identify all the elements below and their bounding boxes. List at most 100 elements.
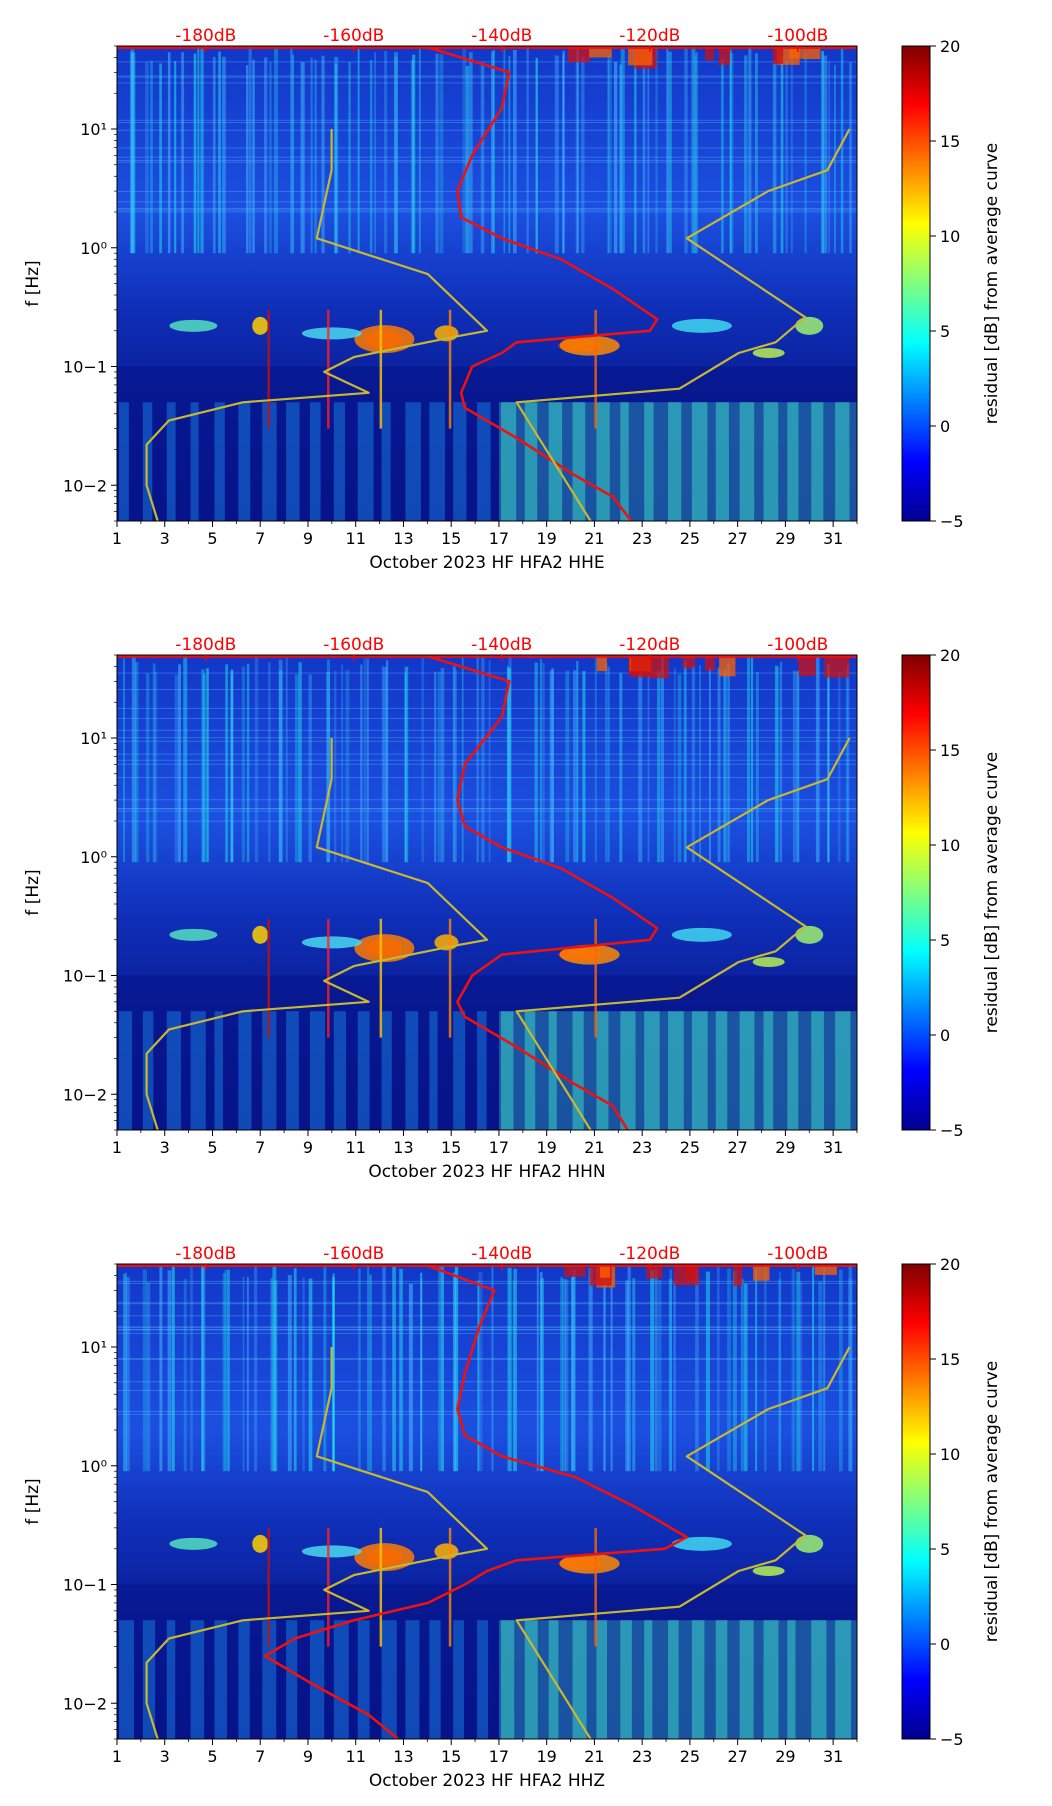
db-axis-label: -140dB	[471, 26, 532, 46]
colorbar-tick-label: 10	[940, 836, 960, 855]
colorbar-tick-label: −5	[940, 1730, 964, 1749]
x-tick-label: 9	[303, 1138, 313, 1157]
x-tick-label: 11	[346, 1747, 366, 1766]
y-axis-label: f [Hz]	[23, 869, 43, 915]
x-tick-label: 29	[775, 1747, 795, 1766]
colorbar-tick-label: 15	[940, 132, 960, 151]
x-tick-label: 17	[489, 1138, 509, 1157]
db-axis-label: -160dB	[323, 635, 384, 655]
colorbar-tick-label: 5	[940, 322, 950, 341]
x-tick-label: 5	[207, 529, 217, 548]
x-tick-label: 27	[727, 529, 747, 548]
colorbar-tick-label: 0	[940, 1635, 950, 1654]
panel-3: 1 3 5 7 9 11 13 15 17 19 21 23 25 27 29 3110−210−110⁰10…	[23, 1244, 1002, 1791]
panel-2: 1 3 5 7 9 11 13 15 17 19 21 23 25 27 29 3110−210−110⁰10…	[23, 635, 1002, 1182]
colorbar-tick-label: 5	[940, 1540, 950, 1559]
x-tick-label: 31	[823, 529, 843, 548]
y-tick-label: 10−1	[63, 358, 107, 377]
y-tick-label: 10¹	[80, 1338, 107, 1357]
y-tick-label: 10−2	[63, 476, 107, 495]
x-tick-label: 3	[160, 1138, 170, 1157]
x-tick-label: 3	[160, 1747, 170, 1766]
db-axis-label: -180dB	[175, 1244, 236, 1264]
y-tick-label: 10−2	[63, 1085, 107, 1104]
colorbar-tick-label: 10	[940, 1445, 960, 1464]
x-tick-label: 19	[536, 1138, 556, 1157]
x-tick-label: 25	[680, 1138, 700, 1157]
x-tick-label: 29	[775, 1138, 795, 1157]
y-tick-label: 10¹	[80, 120, 107, 139]
x-tick-label: 31	[823, 1747, 843, 1766]
y-tick-label: 10−1	[63, 1576, 107, 1595]
y-tick-label: 10−2	[63, 1694, 107, 1713]
x-axis-label: October 2023 HF HFA2 HHN	[368, 1162, 605, 1182]
x-tick-label: 5	[207, 1138, 217, 1157]
colorbar-label: residual [dB] from average curve	[982, 752, 1002, 1033]
x-tick-label: 19	[536, 1747, 556, 1766]
x-tick-label: 21	[584, 529, 604, 548]
x-tick-label: 7	[255, 1138, 265, 1157]
noise-model-curve-1	[145, 738, 489, 1130]
x-tick-label: 25	[680, 1747, 700, 1766]
x-tick-label: 11	[346, 529, 366, 548]
spectrogram	[117, 655, 857, 1130]
colorbar-tick-label: 20	[940, 646, 960, 665]
colorbar-tick-label: 20	[940, 1255, 960, 1274]
colorbar-label: residual [dB] from average curve	[982, 143, 1002, 424]
noise-model-curve-2	[515, 1346, 851, 1739]
colorbar-label: residual [dB] from average curve	[982, 1361, 1002, 1642]
x-tick-label: 9	[303, 529, 313, 548]
colorbar-tick-label: 10	[940, 227, 960, 246]
y-tick-label: 10⁰	[80, 848, 107, 867]
colorbar-tick-label: 0	[940, 1026, 950, 1045]
y-tick-label: 10¹	[80, 729, 107, 748]
spectrogram	[117, 46, 857, 521]
x-tick-label: 7	[255, 1747, 265, 1766]
average-psd-curve	[263, 1264, 689, 1739]
average-psd-curve	[423, 46, 659, 521]
x-tick-label: 7	[255, 529, 265, 548]
db-axis-label: -100dB	[767, 635, 828, 655]
x-tick-label: 17	[489, 1747, 509, 1766]
x-tick-label: 11	[346, 1138, 366, 1157]
db-axis-label: -160dB	[323, 26, 384, 46]
y-axis-label: f [Hz]	[23, 260, 43, 306]
db-axis-label: -140dB	[471, 1244, 532, 1264]
colorbar-tick-label: 5	[940, 931, 950, 950]
x-tick-label: 27	[727, 1747, 747, 1766]
db-axis-label: -100dB	[767, 26, 828, 46]
noise-model-curve-2	[515, 128, 851, 521]
db-axis-label: -120dB	[619, 1244, 680, 1264]
colorbar-tick-label: 20	[940, 37, 960, 56]
spectrogram	[117, 1264, 857, 1739]
db-axis-label: -180dB	[175, 26, 236, 46]
x-tick-label: 23	[632, 1138, 652, 1157]
colorbar-tick-label: 0	[940, 417, 950, 436]
x-tick-label: 3	[160, 529, 170, 548]
x-tick-label: 15	[441, 529, 461, 548]
x-tick-label: 1	[112, 529, 122, 548]
x-tick-label: 13	[393, 1747, 413, 1766]
noise-model-curve-2	[515, 737, 851, 1130]
colorbar: −5 0 5 10 15 20 residual [dB] from average cur…	[901, 1255, 1002, 1749]
colorbar: −5 0 5 10 15 20 residual [dB] from average cur…	[901, 37, 1002, 531]
x-tick-label: 23	[632, 1747, 652, 1766]
x-tick-label: 13	[393, 529, 413, 548]
colorbar-tick-label: −5	[940, 512, 964, 531]
colorbar: −5 0 5 10 15 20 residual [dB] from average cur…	[901, 646, 1002, 1140]
db-axis-label: -120dB	[619, 26, 680, 46]
x-tick-label: 21	[584, 1747, 604, 1766]
x-tick-label: 19	[536, 529, 556, 548]
y-axis-label: f [Hz]	[23, 1478, 43, 1524]
colorbar-tick-label: 15	[940, 1350, 960, 1369]
colorbar-tick-label: −5	[940, 1121, 964, 1140]
db-axis-label: -160dB	[323, 1244, 384, 1264]
y-tick-label: 10⁰	[80, 239, 107, 258]
x-tick-label: 29	[775, 529, 795, 548]
x-tick-label: 15	[441, 1747, 461, 1766]
db-axis-label: -180dB	[175, 635, 236, 655]
x-tick-label: 13	[393, 1138, 413, 1157]
x-tick-label: 21	[584, 1138, 604, 1157]
noise-model-curve-1	[145, 129, 489, 521]
